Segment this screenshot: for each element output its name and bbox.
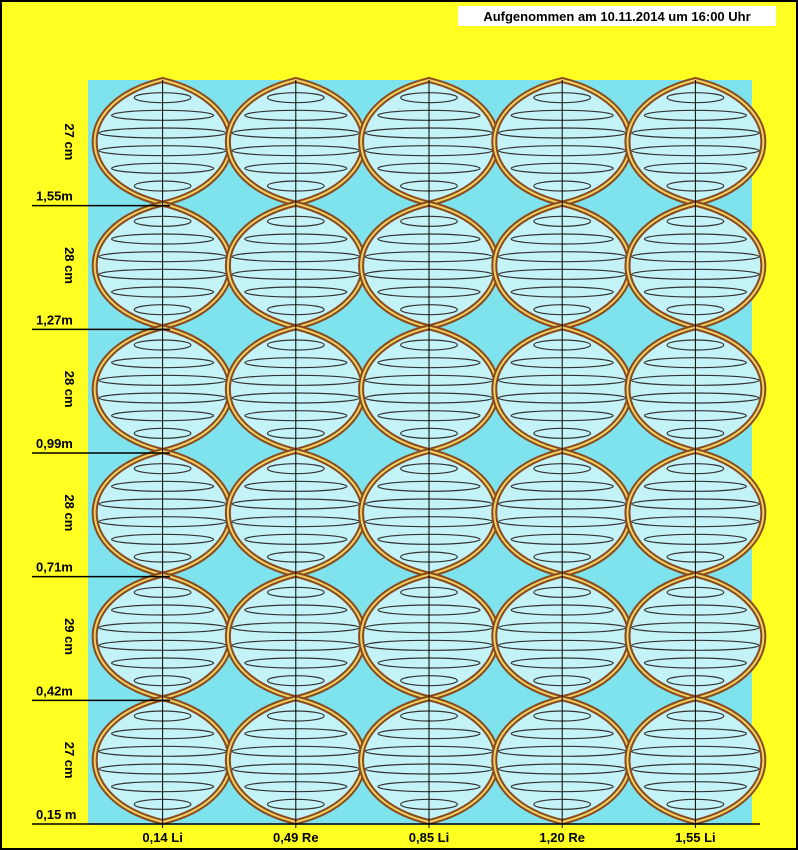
position-label: 1,55 Li — [675, 830, 715, 845]
position-label: 1,20 Re — [539, 830, 585, 845]
height-label: 0,71m — [36, 560, 73, 575]
segment-label: 28 cm — [62, 247, 77, 284]
height-label: 0,15 m — [36, 807, 76, 822]
segment-label: 29 cm — [62, 618, 77, 655]
position-label: 0,49 Re — [273, 830, 319, 845]
height-label: 0,99m — [36, 436, 73, 451]
diagram: Aufgenommen am 10.11.2014 um 16:00 Uhr 0… — [0, 0, 798, 850]
segment-label: 27 cm — [62, 123, 77, 160]
position-label: 0,14 Li — [142, 830, 182, 845]
segment-label: 27 cm — [62, 742, 77, 779]
height-label: 0,42m — [36, 683, 73, 698]
height-label: 1,55m — [36, 189, 73, 204]
segment-label: 28 cm — [62, 494, 77, 531]
caption: Aufgenommen am 10.11.2014 um 16:00 Uhr — [483, 9, 750, 24]
position-label: 0,85 Li — [409, 830, 449, 845]
segment-label: 28 cm — [62, 371, 77, 408]
height-label: 1,27m — [36, 312, 73, 327]
